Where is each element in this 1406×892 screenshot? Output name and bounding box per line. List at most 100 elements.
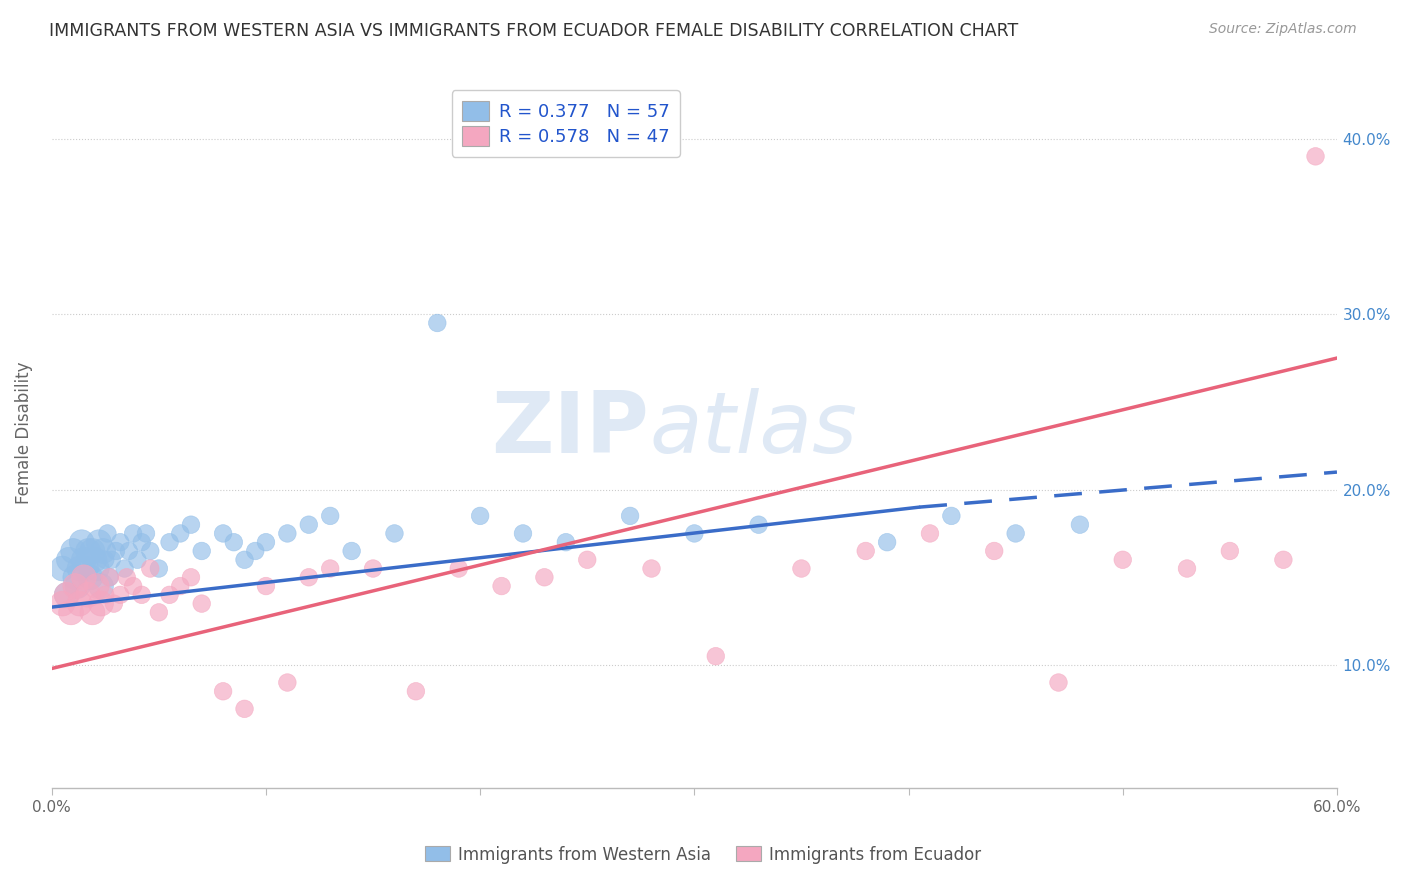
Point xyxy=(941,508,963,523)
Y-axis label: Female Disability: Female Disability xyxy=(15,361,32,504)
Point xyxy=(554,535,576,549)
Point xyxy=(55,588,77,602)
Point xyxy=(159,588,181,602)
Point xyxy=(491,579,513,593)
Point xyxy=(135,526,157,541)
Point xyxy=(82,544,104,558)
Point xyxy=(103,597,125,611)
Point xyxy=(69,597,91,611)
Point xyxy=(94,588,117,602)
Point xyxy=(180,517,202,532)
Point xyxy=(139,544,162,558)
Point xyxy=(139,561,162,575)
Point xyxy=(704,649,727,664)
Point xyxy=(619,508,641,523)
Point xyxy=(212,684,235,698)
Point xyxy=(83,553,105,567)
Point xyxy=(122,526,145,541)
Point xyxy=(426,316,449,330)
Point xyxy=(1175,561,1198,575)
Point xyxy=(180,570,202,584)
Point xyxy=(918,526,941,541)
Point xyxy=(319,561,342,575)
Point xyxy=(1004,526,1026,541)
Point xyxy=(65,579,87,593)
Point xyxy=(98,570,121,584)
Point xyxy=(75,561,97,575)
Text: ZIP: ZIP xyxy=(492,387,650,471)
Point xyxy=(87,535,110,549)
Point xyxy=(169,526,191,541)
Point xyxy=(190,544,212,558)
Point xyxy=(876,535,898,549)
Point xyxy=(69,561,91,575)
Point xyxy=(447,561,470,575)
Point xyxy=(405,684,427,698)
Point xyxy=(98,570,121,584)
Point xyxy=(96,526,118,541)
Point xyxy=(58,553,80,567)
Legend: Immigrants from Western Asia, Immigrants from Ecuador: Immigrants from Western Asia, Immigrants… xyxy=(418,839,988,871)
Point xyxy=(79,570,101,584)
Legend: R = 0.377   N = 57, R = 0.578   N = 47: R = 0.377 N = 57, R = 0.578 N = 47 xyxy=(451,90,681,157)
Point xyxy=(1112,553,1135,567)
Point xyxy=(468,508,491,523)
Point xyxy=(51,597,73,611)
Point xyxy=(70,535,93,549)
Point xyxy=(66,579,89,593)
Point xyxy=(91,544,114,558)
Point xyxy=(233,553,256,567)
Point xyxy=(1219,544,1241,558)
Point xyxy=(131,588,153,602)
Point xyxy=(212,526,235,541)
Point xyxy=(640,561,662,575)
Point xyxy=(245,544,267,558)
Point xyxy=(576,553,599,567)
Point xyxy=(148,561,170,575)
Point xyxy=(115,570,138,584)
Point xyxy=(512,526,534,541)
Point xyxy=(55,588,77,602)
Point xyxy=(790,561,813,575)
Point xyxy=(276,675,298,690)
Point xyxy=(94,553,117,567)
Point xyxy=(855,544,877,558)
Point xyxy=(105,544,128,558)
Point xyxy=(73,570,96,584)
Point xyxy=(683,526,706,541)
Point xyxy=(127,553,149,567)
Point xyxy=(73,553,96,567)
Point xyxy=(298,570,321,584)
Point xyxy=(110,588,132,602)
Point xyxy=(90,579,112,593)
Point xyxy=(77,588,100,602)
Point xyxy=(118,544,141,558)
Point xyxy=(1272,553,1295,567)
Text: atlas: atlas xyxy=(650,387,858,471)
Point xyxy=(983,544,1005,558)
Point xyxy=(319,508,342,523)
Point xyxy=(100,553,122,567)
Point xyxy=(254,579,277,593)
Point xyxy=(159,535,181,549)
Point xyxy=(1305,149,1327,163)
Point xyxy=(533,570,555,584)
Point xyxy=(51,561,73,575)
Point xyxy=(60,606,83,620)
Point xyxy=(190,597,212,611)
Text: Source: ZipAtlas.com: Source: ZipAtlas.com xyxy=(1209,22,1357,37)
Point xyxy=(114,561,136,575)
Point xyxy=(86,561,108,575)
Point xyxy=(748,517,770,532)
Point xyxy=(276,526,298,541)
Text: IMMIGRANTS FROM WESTERN ASIA VS IMMIGRANTS FROM ECUADOR FEMALE DISABILITY CORREL: IMMIGRANTS FROM WESTERN ASIA VS IMMIGRAN… xyxy=(49,22,1018,40)
Point xyxy=(254,535,277,549)
Point xyxy=(62,544,84,558)
Point xyxy=(82,606,104,620)
Point xyxy=(222,535,245,549)
Point xyxy=(361,561,384,575)
Point xyxy=(169,579,191,593)
Point xyxy=(384,526,406,541)
Point xyxy=(90,597,112,611)
Point xyxy=(233,702,256,716)
